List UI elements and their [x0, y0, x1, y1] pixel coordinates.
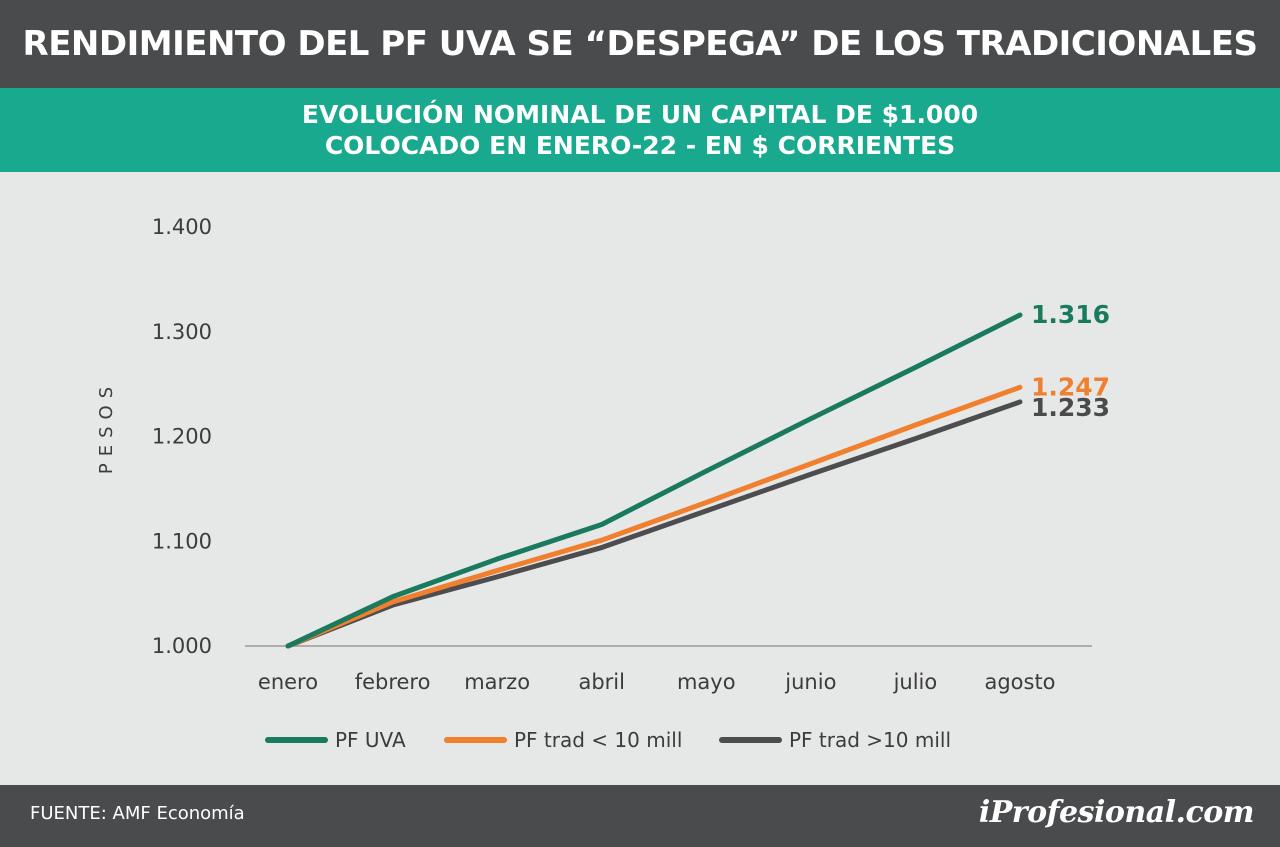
footer-bar: FUENTE: AMF Economía iProfesional.com [0, 785, 1280, 847]
chart-area: 1.000 1.100 1.200 1.300 1.400 PESOS enero febre… [0, 172, 1280, 785]
y-tick-label: 1.000 [152, 634, 212, 658]
series-line [285, 384, 1023, 649]
chart-subtitle-line-1: EVOLUCIÓN NOMINAL DE UN CAPITAL DE $1.00… [301, 100, 979, 129]
legend-label: PF trad < 10 mill [514, 728, 682, 752]
x-tick-label: abril [578, 670, 625, 694]
y-tick-label: 1.200 [152, 425, 212, 449]
brand-logo: iProfesional.com [978, 795, 1255, 830]
series-end-label: 1.233 [1031, 393, 1110, 422]
y-tick-label: 1.300 [152, 320, 212, 344]
series-end-label: 1.316 [1031, 300, 1110, 329]
legend-label: PF UVA [335, 728, 406, 752]
line-chart: 1.000 1.100 1.200 1.300 1.400 PESOS enero febre… [96, 215, 1110, 752]
legend-label: PF trad >10 mill [789, 728, 951, 752]
y-tick-label: 1.100 [152, 529, 212, 553]
x-tick-label: mayo [677, 670, 736, 694]
chart-title-bar: RENDIMIENTO DEL PF UVA SE “DESPEGA” DE L… [0, 0, 1280, 88]
x-tick-label: agosto [984, 670, 1055, 694]
source-text: FUENTE: AMF Economía [30, 803, 245, 824]
chart-subtitle-bar: EVOLUCIÓN NOMINAL DE UN CAPITAL DE $1.00… [0, 88, 1280, 172]
series-end-label: 1.247 [1031, 372, 1110, 401]
y-axis-title: PESOS [96, 380, 117, 474]
chart-title: RENDIMIENTO DEL PF UVA SE “DESPEGA” DE L… [22, 24, 1258, 64]
y-tick-label: 1.400 [152, 215, 212, 239]
series-line [285, 399, 1023, 649]
x-tick-label: julio [893, 670, 938, 694]
x-tick-label: junio [784, 670, 836, 694]
x-tick-label: febrero [355, 670, 431, 694]
series-line [285, 312, 1023, 649]
chart-subtitle-line-2: COLOCADO EN ENERO-22 - EN $ CORRIENTES [324, 131, 956, 160]
x-tick-label: enero [258, 670, 318, 694]
x-tick-label: marzo [464, 670, 530, 694]
